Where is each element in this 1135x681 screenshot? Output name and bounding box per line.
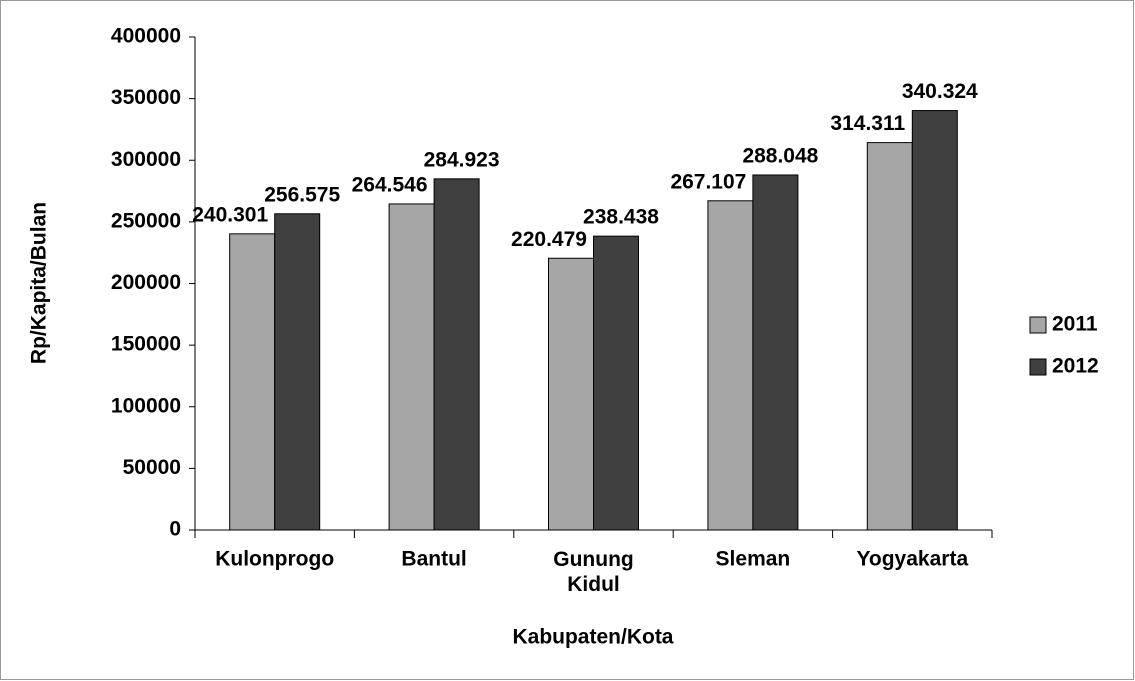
y-tick-label: 0 xyxy=(169,518,181,541)
bar xyxy=(752,174,799,531)
bar xyxy=(274,213,321,531)
bar xyxy=(433,178,480,531)
x-tick-label: Yogyakarta xyxy=(856,548,968,571)
legend-swatch xyxy=(1029,358,1047,376)
data-label: 238.438 xyxy=(583,206,659,229)
data-label: 264.546 xyxy=(352,173,428,196)
y-tick-label: 250000 xyxy=(111,209,181,232)
data-label: 240.301 xyxy=(192,203,268,226)
y-tick-label: 100000 xyxy=(111,394,181,417)
bar xyxy=(388,203,435,531)
y-tick-label: 150000 xyxy=(111,333,181,356)
x-tick-label: Kulonprogo xyxy=(215,548,334,571)
data-label: 340.324 xyxy=(902,80,978,103)
legend-swatch xyxy=(1029,316,1047,334)
x-tick-label: Bantul xyxy=(401,548,466,571)
y-tick-label: 300000 xyxy=(111,148,181,171)
data-label: 256.575 xyxy=(264,183,340,206)
data-label: 267.107 xyxy=(670,170,746,193)
bar xyxy=(229,233,276,531)
y-tick-label: 50000 xyxy=(123,456,181,479)
x-tick-label: Sleman xyxy=(716,548,791,571)
bar xyxy=(866,142,913,531)
data-label: 288.048 xyxy=(742,145,818,168)
x-tick-label: Gunung Kidul xyxy=(553,548,633,596)
bar xyxy=(911,110,958,531)
x-axis-title: Kabupaten/Kota xyxy=(512,626,673,649)
legend-label: 2012 xyxy=(1052,355,1099,378)
data-label: 284.923 xyxy=(424,148,500,171)
data-label: 314.311 xyxy=(830,112,905,135)
legend-label: 2011 xyxy=(1052,313,1098,336)
y-tick-label: 350000 xyxy=(111,86,181,109)
y-tick-label: 200000 xyxy=(111,271,181,294)
data-label: 220.479 xyxy=(511,228,587,251)
y-tick-label: 400000 xyxy=(111,25,181,48)
bar xyxy=(707,200,754,531)
bar xyxy=(548,257,594,531)
bar xyxy=(593,235,639,531)
y-axis-title: Rp/Kapita/Bulan xyxy=(28,202,51,364)
